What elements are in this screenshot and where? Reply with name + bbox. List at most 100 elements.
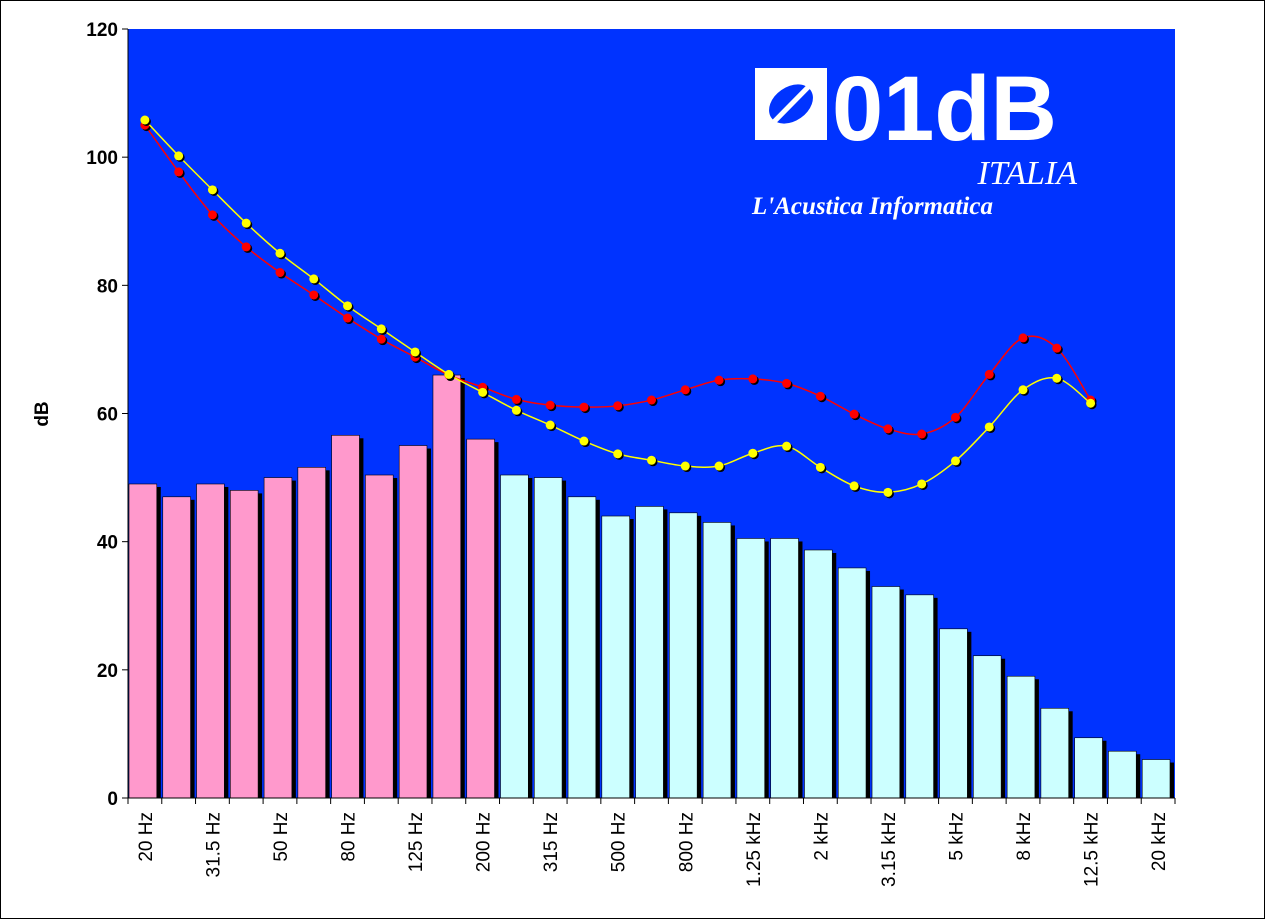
- bar: [432, 374, 462, 799]
- bar: [871, 586, 901, 799]
- x-tick-label: 3.15 kHz: [879, 812, 900, 887]
- point: [1018, 385, 1028, 395]
- point: [883, 487, 893, 497]
- logo-country: ITALIA: [977, 155, 1078, 192]
- y-tick-label: 60: [97, 405, 118, 426]
- point: [917, 479, 927, 489]
- y-tick-label: 0: [107, 789, 118, 810]
- bar: [804, 549, 833, 799]
- point: [309, 274, 319, 284]
- point: [579, 402, 589, 412]
- logo-tagline: L'Acustica Informatica: [751, 193, 993, 220]
- point: [680, 461, 690, 471]
- point: [883, 424, 893, 434]
- x-tick-label: 125 Hz: [406, 812, 427, 872]
- bar: [567, 496, 597, 799]
- x-tick-label: 20 kHz: [1149, 812, 1170, 871]
- point: [1086, 398, 1096, 408]
- bar: [736, 538, 766, 799]
- y-axis-label: dB: [32, 401, 53, 426]
- bar: [466, 438, 495, 799]
- point: [950, 412, 960, 422]
- bar: [669, 512, 698, 799]
- bar: [1108, 750, 1137, 799]
- point: [984, 369, 994, 379]
- point: [343, 301, 353, 311]
- bar: [162, 496, 191, 799]
- point: [782, 378, 792, 388]
- point: [275, 248, 285, 258]
- point: [647, 395, 656, 405]
- point: [511, 405, 521, 415]
- point: [545, 400, 555, 410]
- bar: [230, 490, 259, 799]
- bar: [196, 483, 225, 799]
- point: [950, 456, 960, 466]
- point: [1052, 343, 1062, 353]
- logo-brand: 01dB: [832, 58, 1057, 160]
- point: [174, 167, 184, 177]
- point: [613, 449, 623, 459]
- x-tick-label: 1.25 kHz: [744, 812, 765, 887]
- point: [275, 268, 285, 278]
- point: [343, 313, 353, 323]
- point: [917, 429, 927, 439]
- bar: [939, 628, 968, 799]
- x-tick-label: 8 kHz: [1014, 812, 1035, 861]
- point: [984, 422, 994, 432]
- point: [241, 218, 251, 228]
- point: [309, 290, 319, 300]
- bar: [973, 655, 1002, 799]
- point: [815, 462, 825, 472]
- bar: [500, 474, 529, 799]
- point: [1052, 373, 1062, 383]
- y-tick-label: 40: [97, 533, 118, 554]
- bar: [1074, 737, 1103, 799]
- bar: [533, 477, 563, 799]
- point: [849, 409, 859, 419]
- bar: [702, 522, 732, 799]
- point: [1018, 333, 1028, 343]
- x-tick-label: 200 Hz: [474, 812, 495, 872]
- point: [647, 455, 656, 465]
- x-tick-label: 5 kHz: [946, 812, 967, 861]
- y-tick-label: 100: [86, 148, 118, 169]
- bar: [398, 445, 428, 799]
- bar: [365, 474, 394, 799]
- bar: [1141, 759, 1171, 799]
- x-tick-label: 20 Hz: [136, 812, 157, 862]
- x-tick-label: 50 Hz: [271, 812, 292, 862]
- point: [748, 448, 758, 458]
- point: [444, 369, 454, 379]
- x-tick-label: 12.5 kHz: [1082, 812, 1103, 887]
- point: [579, 436, 589, 446]
- point: [545, 420, 555, 430]
- bar: [1006, 675, 1036, 799]
- logo-slash: [758, 70, 825, 138]
- bar: [770, 538, 799, 799]
- y-tick-label: 80: [97, 276, 118, 297]
- bar: [331, 434, 360, 799]
- x-tick-label: 31.5 Hz: [203, 812, 224, 877]
- x-tick-label: 500 Hz: [609, 812, 630, 872]
- bar: [128, 483, 158, 799]
- point: [376, 324, 386, 334]
- point: [748, 374, 758, 384]
- point: [714, 375, 724, 385]
- x-tick-label: 80 Hz: [339, 812, 360, 862]
- point: [207, 210, 217, 220]
- y-tick-label: 20: [97, 661, 118, 682]
- x-tick-label: 2 kHz: [811, 812, 832, 861]
- point: [714, 461, 724, 471]
- point: [376, 334, 386, 344]
- point: [680, 385, 690, 395]
- bar: [837, 567, 867, 799]
- point: [782, 441, 792, 451]
- point: [511, 394, 521, 404]
- point: [140, 115, 150, 125]
- point: [849, 481, 859, 491]
- x-tick-label: 800 Hz: [676, 812, 697, 872]
- bar: [263, 477, 293, 799]
